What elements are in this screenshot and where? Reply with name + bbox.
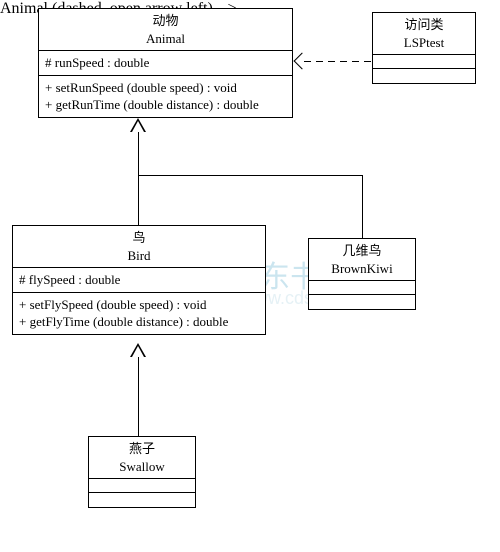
class-methods xyxy=(373,69,475,83)
class-attributes xyxy=(89,479,195,493)
class-title: 动物 Animal xyxy=(39,9,292,51)
attribute: # runSpeed : double xyxy=(45,54,286,72)
method: + getRunTime (double distance) : double xyxy=(45,96,286,114)
title-cn: 访问类 xyxy=(404,17,443,32)
class-attributes xyxy=(309,281,415,295)
title-en: Bird xyxy=(127,248,150,263)
title-en: BrownKiwi xyxy=(331,261,392,276)
class-swallow: 燕子 Swallow xyxy=(88,436,196,508)
class-attributes xyxy=(373,55,475,69)
class-bird: 鸟 Bird # flySpeed : double + setFlySpeed… xyxy=(12,225,266,335)
class-title: 鸟 Bird xyxy=(13,226,265,268)
class-attributes: # runSpeed : double xyxy=(39,51,292,76)
class-title: 访问类 LSPtest xyxy=(373,13,475,55)
title-cn: 燕子 xyxy=(129,441,155,456)
class-methods xyxy=(309,295,415,309)
title-cn: 鸟 xyxy=(132,230,145,245)
method: + setFlySpeed (double speed) : void xyxy=(19,296,259,314)
class-lsptest: 访问类 LSPtest xyxy=(372,12,476,84)
class-animal: 动物 Animal # runSpeed : double + setRunSp… xyxy=(38,8,293,118)
title-en: Animal xyxy=(146,31,185,46)
title-en: Swallow xyxy=(119,459,165,474)
class-brownkiwi: 几维鸟 BrownKiwi xyxy=(308,238,416,310)
title-cn: 几维鸟 xyxy=(342,243,381,258)
title-en: LSPtest xyxy=(404,35,444,50)
method: + setRunSpeed (double speed) : void xyxy=(45,79,286,97)
title-cn: 动物 xyxy=(152,13,178,28)
class-methods xyxy=(89,493,195,507)
method: + getFlyTime (double distance) : double xyxy=(19,313,259,331)
class-title: 燕子 Swallow xyxy=(89,437,195,479)
class-title: 几维鸟 BrownKiwi xyxy=(309,239,415,281)
class-methods: + setFlySpeed (double speed) : void + ge… xyxy=(13,293,265,334)
class-attributes: # flySpeed : double xyxy=(13,268,265,293)
class-methods: + setRunSpeed (double speed) : void + ge… xyxy=(39,76,292,117)
attribute: # flySpeed : double xyxy=(19,271,259,289)
